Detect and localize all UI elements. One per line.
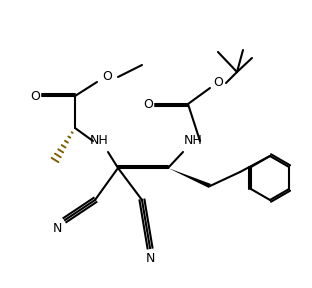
- Text: O: O: [30, 90, 40, 103]
- Text: N: N: [52, 221, 62, 234]
- Text: N: N: [145, 251, 155, 264]
- Text: NH: NH: [90, 134, 108, 147]
- Text: O: O: [102, 69, 112, 82]
- Text: NH: NH: [184, 134, 202, 147]
- Text: O: O: [213, 75, 223, 88]
- Text: O: O: [143, 98, 153, 111]
- Polygon shape: [168, 168, 211, 188]
